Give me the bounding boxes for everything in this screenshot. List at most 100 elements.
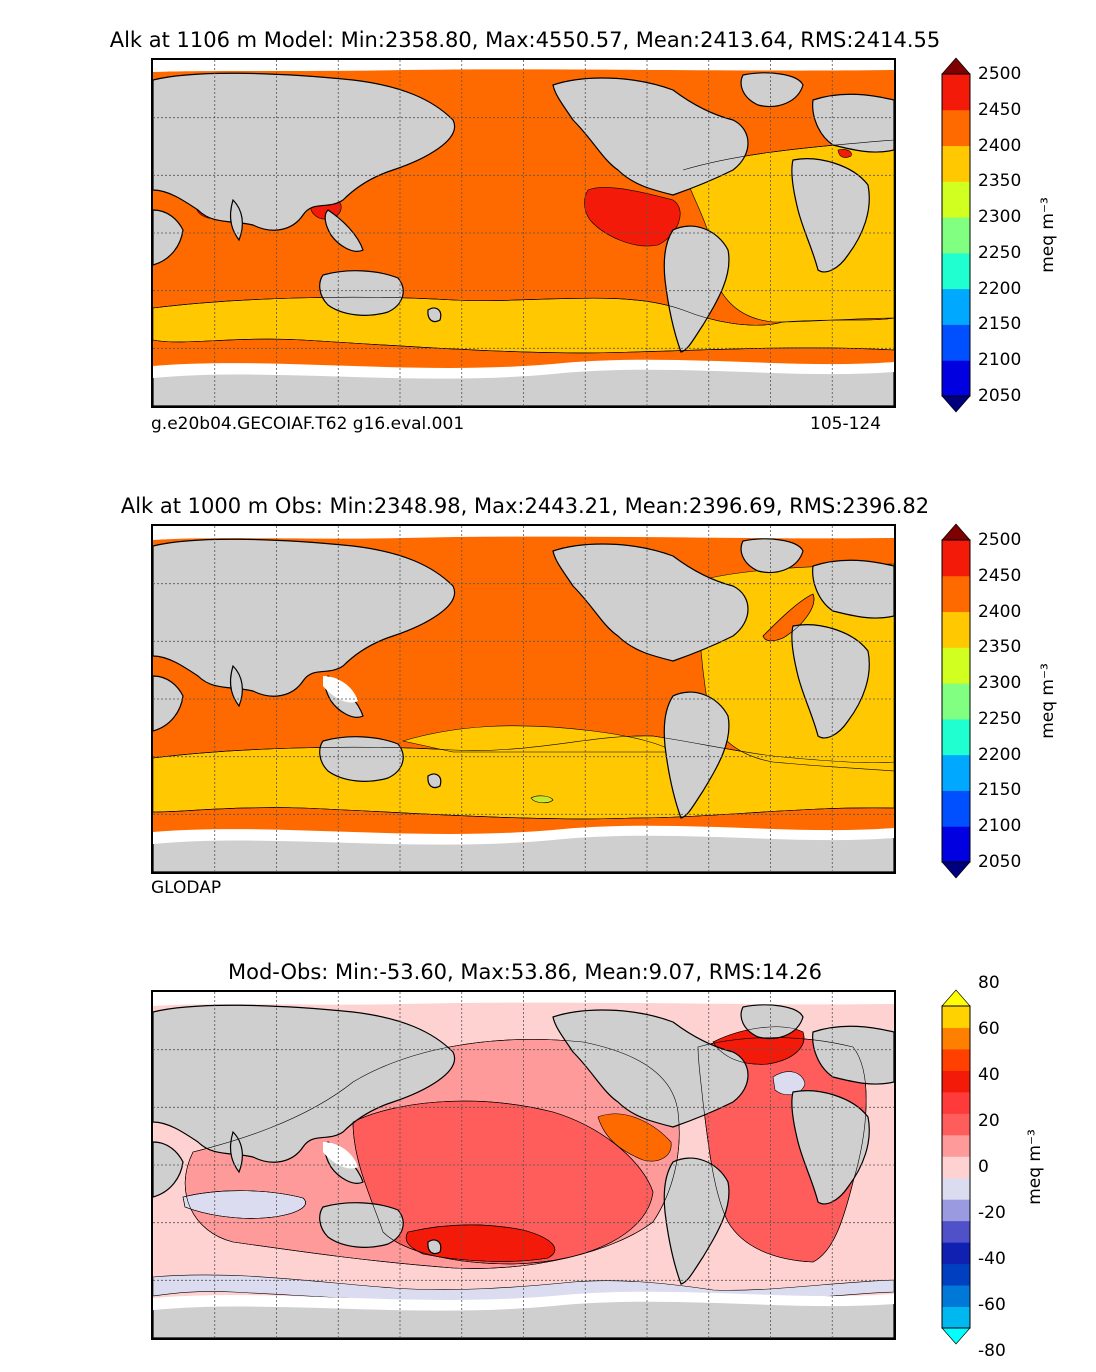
colorbar-segment	[942, 360, 970, 397]
colorbar-segment	[942, 754, 970, 791]
colorbar-tick-label: 2500	[978, 530, 1022, 550]
atlantic-lavender	[772, 1071, 806, 1096]
obs-source-label: GLODAP	[151, 878, 222, 898]
model-map-svg	[153, 60, 894, 406]
colorbar-segment	[942, 1048, 970, 1071]
model-panel: Alk at 1106 m Model: Min:2358.80, Max:45…	[0, 0, 1096, 470]
colorbar-tick-label: 2450	[978, 565, 1022, 586]
small-green-patch	[530, 795, 554, 804]
colorbar-tick-label: 2250	[978, 242, 1022, 263]
colorbar-segment	[942, 145, 970, 182]
model-colorbar-unit: meq m⁻³	[1038, 197, 1058, 273]
diff-panel: Mod-Obs: Min:-53.60, Max:53.86, Mean:9.0…	[0, 932, 1096, 1372]
colorbar-tick-label: 2150	[978, 314, 1022, 335]
colorbar-segment	[942, 288, 970, 325]
obs-map	[151, 524, 896, 874]
colorbar-tick-label: -40	[978, 1249, 1006, 1269]
contours	[153, 139, 894, 354]
colorbar-segment	[942, 74, 970, 111]
colorbar-segment	[942, 1263, 970, 1286]
diff-map-svg	[153, 992, 894, 1338]
colorbar-tick-label: 2500	[978, 64, 1022, 84]
model-year-range: 105-124	[810, 414, 882, 434]
colorbar-segment	[942, 1220, 970, 1243]
colorbar-segment	[942, 611, 970, 648]
model-colorbar-svg	[941, 57, 971, 413]
colorbar-tick-label: 2300	[978, 673, 1022, 694]
colorbar-tick-label: 2050	[978, 852, 1022, 872]
obs-colorbar	[941, 523, 971, 879]
colorbar-segment	[942, 1113, 970, 1136]
colorbar-segment	[942, 252, 970, 290]
diff-title: Mod-Obs: Min:-53.60, Max:53.86, Mean:9.0…	[228, 960, 822, 984]
colorbar-tick-label: 2050	[978, 386, 1022, 406]
colorbar-segment	[942, 1177, 970, 1200]
contours	[153, 593, 894, 820]
east-tropical-pacific	[584, 187, 681, 247]
colorbar-segment	[942, 1134, 970, 1157]
colorbar-tick-label: 2200	[978, 278, 1022, 299]
colorbar-tick-label: -60	[978, 1295, 1006, 1315]
colorbar-tick-label: 80	[978, 973, 1000, 993]
model-colorbar-ticks: 2050 2100 2150 2200 2250 2300 2350 2400 2450 2500	[0, 58, 1096, 412]
colorbar-segment	[942, 1156, 970, 1179]
colorbar-tick-label: 2150	[978, 780, 1022, 801]
colorbar-segment	[942, 181, 970, 218]
colorbar-segment	[942, 1027, 970, 1050]
colorbar-segment	[942, 1242, 970, 1265]
colorbar-frame	[941, 1005, 971, 1329]
colorbar-tick-label: 2350	[978, 171, 1022, 192]
colorbar-segment	[942, 718, 970, 756]
diff-colorbar	[941, 989, 971, 1345]
missing-arctic	[153, 992, 894, 1006]
obs-colorbar-unit: meq m⁻³	[1038, 663, 1058, 739]
colorbar-segment	[942, 1091, 970, 1114]
graticule	[153, 526, 894, 872]
colorbar-tick-label: 60	[978, 1019, 1000, 1039]
model-case-label: g.e20b04.GECOIAF.T62 g16.eval.001	[151, 414, 465, 434]
model-map	[151, 58, 896, 408]
colorbar-segment	[942, 826, 970, 863]
obs-title: Alk at 1000 m Obs: Min:2348.98, Max:2443…	[120, 494, 930, 518]
colorbar-segment	[942, 1070, 970, 1093]
mediterranean	[837, 149, 852, 158]
colorbar-frame	[941, 539, 971, 863]
colorbar-tick-label: 2200	[978, 744, 1022, 765]
obs-map-svg	[153, 526, 894, 872]
colorbar-tick-label: 2350	[978, 637, 1022, 658]
graticule	[153, 60, 894, 406]
missing-indonesia	[323, 1142, 358, 1169]
colorbar-tick-label: 2400	[978, 135, 1022, 156]
colorbar-segment	[942, 790, 970, 827]
colorbar-segment	[942, 1306, 970, 1329]
obs-panel: Alk at 1000 m Obs: Min:2348.98, Max:2443…	[0, 466, 1096, 936]
colorbar-segment	[942, 324, 970, 361]
colorbar-segment	[942, 575, 970, 613]
diff-colorbar-svg	[941, 989, 971, 1345]
missing-indonesia	[323, 676, 358, 703]
colorbar-tick-label: -80	[978, 1341, 1006, 1361]
colorbar-segment	[942, 1199, 970, 1222]
colorbar-segment	[942, 647, 970, 684]
colorbar-tick-label: 2450	[978, 99, 1022, 120]
colorbar-tick-label: -20	[978, 1203, 1006, 1223]
east-pacific-hot	[597, 1113, 672, 1162]
colorbar-tick-label: 20	[978, 1111, 1000, 1131]
obs-colorbar-ticks: 2050 2100 2150 2200 2250 2300 2350 2400 2450 2500	[0, 524, 1096, 878]
colorbar-segment	[942, 1006, 970, 1028]
colorbar-tick-label: 2250	[978, 708, 1022, 729]
contours	[182, 1026, 867, 1269]
colorbar-segment	[942, 217, 970, 254]
colorbar-tick-label: 2100	[978, 350, 1022, 371]
colorbar-segment	[942, 109, 970, 147]
diff-map	[151, 990, 896, 1340]
colorbar-segment	[942, 683, 970, 720]
colorbar-tick-label: 2300	[978, 207, 1022, 228]
diff-colorbar-unit: meq m⁻³	[1025, 1129, 1045, 1205]
colorbar-frame	[941, 73, 971, 397]
graticule	[153, 992, 894, 1338]
colorbar-tick-label: 2100	[978, 816, 1022, 837]
colorbar-segment	[942, 540, 970, 577]
diff-colorbar-ticks: -80 -60 -40 -20 0 20 40 60 80	[0, 973, 1096, 1361]
model-colorbar	[941, 57, 971, 413]
